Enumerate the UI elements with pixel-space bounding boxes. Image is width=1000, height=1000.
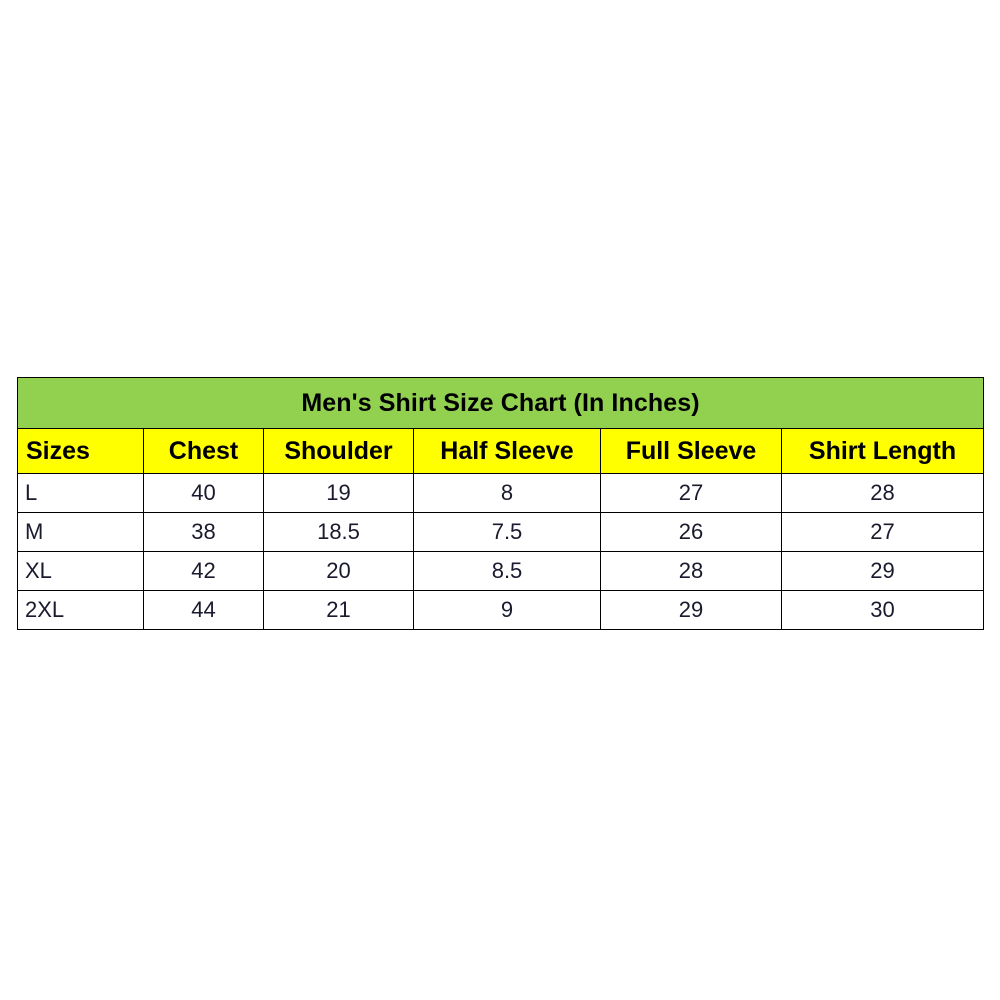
column-header-row: Sizes Chest Shoulder Half Sleeve Full Sl… xyxy=(17,428,985,474)
cell-shoulder: 19 xyxy=(263,473,414,513)
cell-size: 2XL xyxy=(17,590,144,630)
size-chart-table: Men's Shirt Size Chart (In Inches) Sizes… xyxy=(16,377,985,630)
chart-title: Men's Shirt Size Chart (In Inches) xyxy=(16,377,985,429)
cell-full-sleeve: 28 xyxy=(600,551,782,591)
table-row: L 40 19 8 27 28 xyxy=(17,473,985,513)
cell-shoulder: 20 xyxy=(263,551,414,591)
column-header-shirt-length: Shirt Length xyxy=(780,428,985,474)
cell-chest: 42 xyxy=(143,551,264,591)
cell-half-sleeve: 9 xyxy=(413,590,601,630)
cell-chest: 44 xyxy=(143,590,264,630)
cell-size: L xyxy=(17,473,144,513)
column-header-sizes: Sizes xyxy=(17,428,144,474)
size-chart-container: Men's Shirt Size Chart (In Inches) Sizes… xyxy=(16,377,985,630)
column-header-full-sleeve: Full Sleeve xyxy=(600,428,782,474)
cell-half-sleeve: 8 xyxy=(413,473,601,513)
column-header-half-sleeve: Half Sleeve xyxy=(413,428,601,474)
column-header-shoulder: Shoulder xyxy=(263,428,414,474)
cell-full-sleeve: 29 xyxy=(600,590,782,630)
cell-size: M xyxy=(17,512,144,552)
cell-shirt-length: 30 xyxy=(780,590,985,630)
cell-half-sleeve: 7.5 xyxy=(413,512,601,552)
table-row: M 38 18.5 7.5 26 27 xyxy=(17,512,985,552)
table-row: XL 42 20 8.5 28 29 xyxy=(17,551,985,591)
cell-full-sleeve: 27 xyxy=(600,473,782,513)
chart-title-row: Men's Shirt Size Chart (In Inches) xyxy=(16,377,985,429)
cell-shoulder: 18.5 xyxy=(263,512,414,552)
cell-half-sleeve: 8.5 xyxy=(413,551,601,591)
cell-full-sleeve: 26 xyxy=(600,512,782,552)
cell-shirt-length: 27 xyxy=(780,512,985,552)
size-chart-body: L 40 19 8 27 28 M 38 18.5 7.5 26 27 XL 4… xyxy=(17,473,985,630)
cell-shirt-length: 29 xyxy=(780,551,985,591)
table-row: 2XL 44 21 9 29 30 xyxy=(17,590,985,630)
cell-shoulder: 21 xyxy=(263,590,414,630)
cell-size: XL xyxy=(17,551,144,591)
column-header-chest: Chest xyxy=(143,428,264,474)
cell-shirt-length: 28 xyxy=(780,473,985,513)
cell-chest: 38 xyxy=(143,512,264,552)
cell-chest: 40 xyxy=(143,473,264,513)
